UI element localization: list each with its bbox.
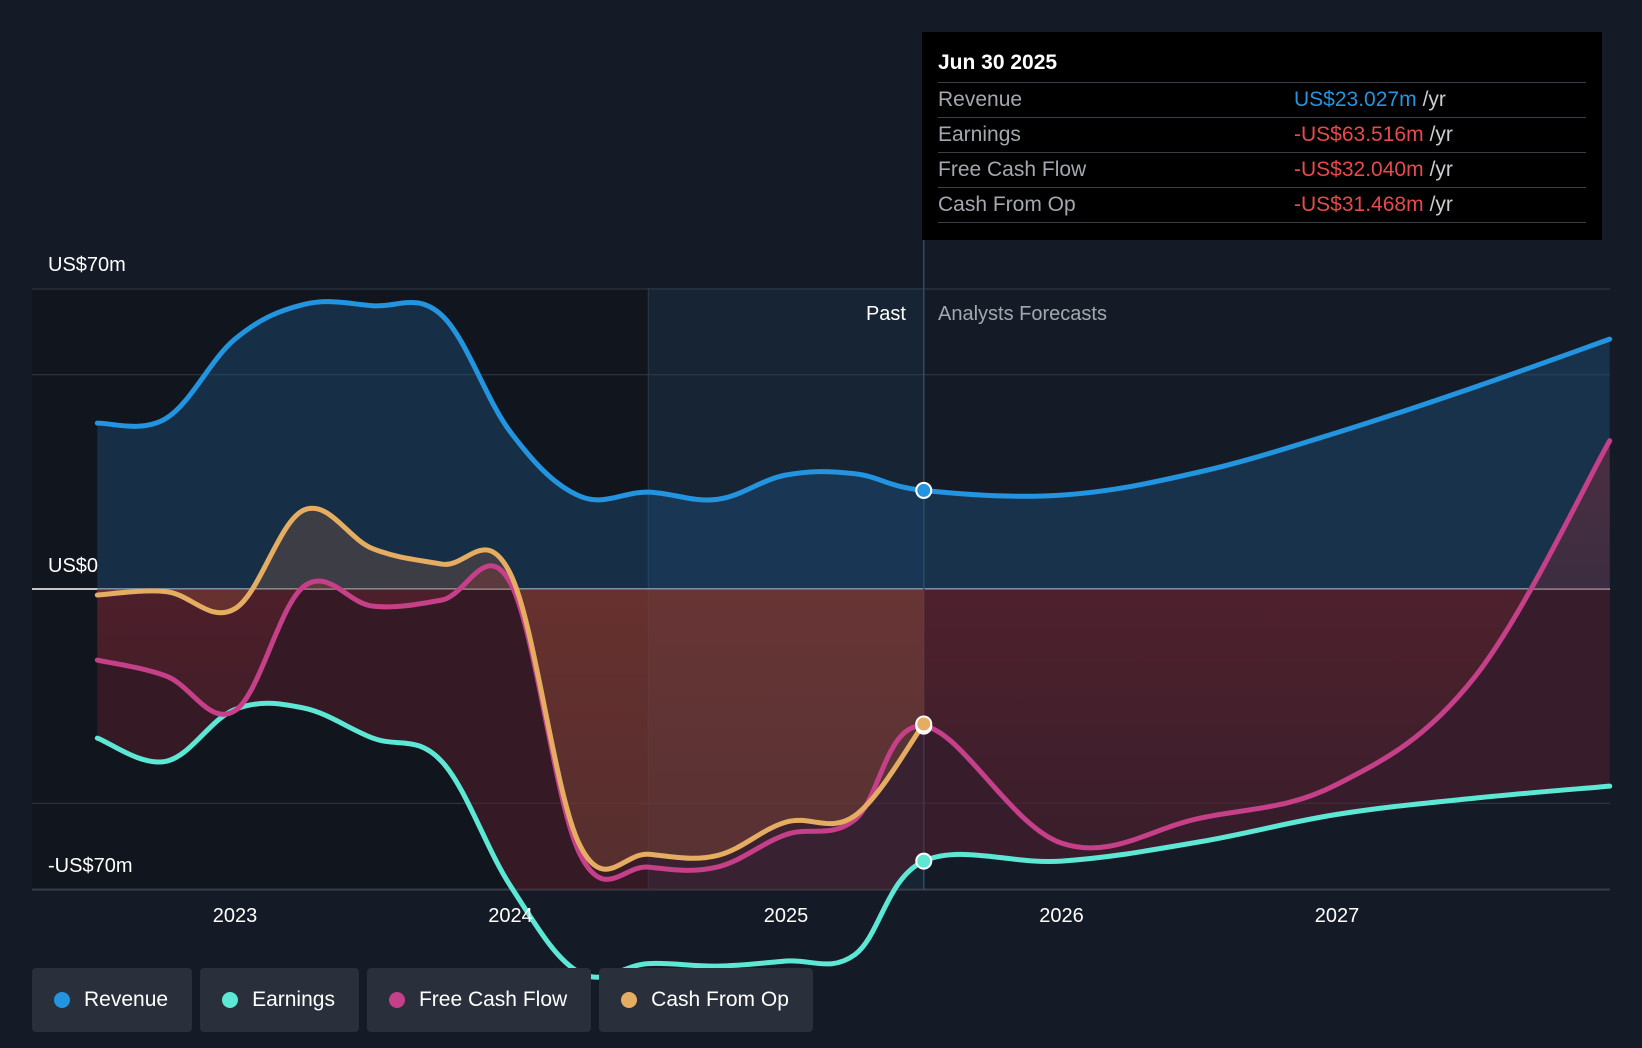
legend-dot-icon: [388, 992, 405, 1008]
marker-revenue-line: [915, 481, 933, 499]
past-label: Past: [866, 303, 906, 325]
earnings-line: [94, 700, 1613, 980]
tooltip-value: -US$32.040m/yr: [1294, 158, 1453, 181]
legend-label: Earnings: [252, 988, 335, 1011]
fcf-area: [97, 440, 1610, 880]
x-tick-label: 2026: [1039, 905, 1084, 927]
x-tick-label: 2024: [488, 905, 533, 927]
cfo-line: [94, 505, 927, 872]
x-tick-label: 2023: [213, 905, 258, 927]
tooltip-label: Cash From Op: [938, 193, 1076, 216]
tooltip-row-earnings: Earnings -US$63.516m/yr: [938, 118, 1586, 153]
tooltip-value: -US$31.468m/yr: [1294, 193, 1453, 216]
legend-item-earnings[interactable]: Earnings: [200, 968, 359, 1032]
forecast-label: Analysts Forecasts: [938, 303, 1107, 325]
legend-item-revenue[interactable]: Revenue: [32, 968, 193, 1032]
marker-cfo-line: [915, 715, 933, 733]
tooltip-row-free-cash-flow: Free Cash Flow -US$32.040m/yr: [938, 153, 1586, 188]
marker-earnings-line: [915, 852, 933, 870]
revenue-line: [94, 299, 1613, 503]
legend-item-free-cash-flow[interactable]: Free Cash Flow: [366, 968, 592, 1032]
legend-dot-icon: [621, 992, 638, 1008]
fcf-line: [94, 438, 1613, 882]
tooltip-label: Earnings: [938, 123, 1021, 146]
legend-dot-icon: [222, 992, 239, 1008]
tooltip-date: Jun 30 2025: [938, 46, 1586, 83]
legend-label: Revenue: [84, 988, 169, 1011]
x-tick-label: 2027: [1315, 905, 1360, 927]
tooltip-value: -US$63.516m/yr: [1294, 123, 1453, 146]
y-label-top: US$70m: [48, 254, 126, 276]
legend-dot-icon: [54, 992, 70, 1008]
cfo-area: [97, 508, 924, 870]
legend: Revenue Earnings Free Cash Flow Cash Fro…: [32, 968, 813, 1032]
tooltip-label: Revenue: [938, 88, 1023, 111]
legend-item-cash-from-op[interactable]: Cash From Op: [599, 968, 813, 1032]
tooltip-row-cash-from-op: Cash From Op -US$31.468m/yr: [938, 188, 1586, 223]
legend-label: Cash From Op: [651, 988, 789, 1011]
y-label-bottom: -US$70m: [48, 855, 132, 877]
x-tick-label: 2025: [764, 905, 809, 927]
y-label-zero: US$0: [48, 555, 98, 577]
tooltip: Jun 30 2025 Revenue US$23.027m/yr Earnin…: [922, 32, 1602, 240]
tooltip-label: Free Cash Flow: [938, 158, 1087, 181]
legend-label: Free Cash Flow: [418, 988, 568, 1011]
tooltip-row-revenue: Revenue US$23.027m/yr: [938, 83, 1586, 118]
tooltip-value: US$23.027m/yr: [1294, 88, 1446, 111]
